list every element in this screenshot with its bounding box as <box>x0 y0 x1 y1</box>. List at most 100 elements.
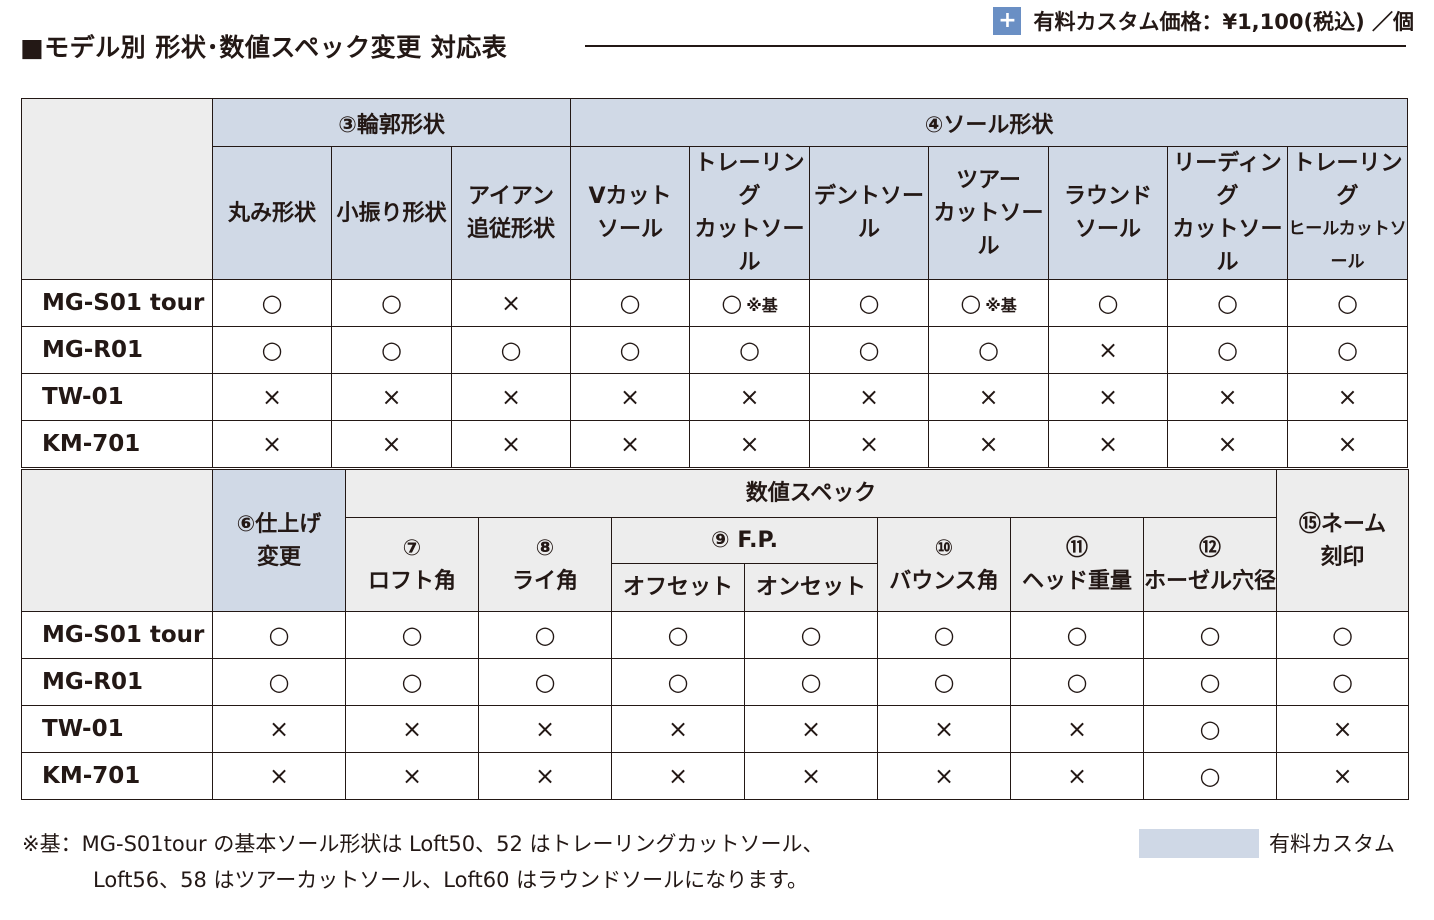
support-mark: × <box>1276 752 1409 800</box>
support-mark: × <box>1097 336 1119 364</box>
support-mark: × <box>478 752 612 800</box>
col-bounce-label: バウンス角 <box>889 568 999 594</box>
support-mark: × <box>744 705 878 753</box>
table1-col-header: トレーリング ヒールカットソール <box>1287 146 1409 280</box>
col-lie: ⑧ ライ角 <box>478 517 612 612</box>
paid-custom-price: + 有料カスタム価格：¥1,100(税込) ／個 <box>993 6 1414 36</box>
support-mark: ○ <box>1276 658 1409 706</box>
table1-col-header-line: カットソール <box>694 217 805 275</box>
support-mark: × <box>739 383 760 411</box>
support-mark: ○ <box>960 289 982 317</box>
col-finish-line1: ⑥仕上げ <box>236 511 322 537</box>
support-cell: ○ <box>1287 326 1409 374</box>
support-cell: ○ <box>570 326 691 374</box>
table-row: MG-S01 tour ○ ○ ○ ○ ○ ○ ○ ○ ○ <box>21 611 1409 659</box>
table1-col-header-line: 丸み形状 <box>227 200 316 226</box>
support-mark: ○ <box>1143 705 1277 753</box>
support-cell: × <box>450 373 572 421</box>
note-mark: ※基 <box>985 296 1017 315</box>
support-mark: ○ <box>1337 289 1358 317</box>
col-loft: ⑦ ロフト角 <box>345 517 479 612</box>
model-name: TW-01 <box>21 373 213 421</box>
support-cell: ○ <box>809 326 930 374</box>
support-cell: × <box>1287 420 1409 468</box>
table1-col-header-line: デントソール <box>814 184 925 242</box>
support-cell: × <box>331 420 452 468</box>
model-name: TW-01 <box>21 705 213 753</box>
support-cell: × <box>570 420 691 468</box>
support-mark: × <box>619 430 641 458</box>
support-cell: ○ <box>331 326 452 374</box>
col-loft-num: ⑦ <box>402 535 422 561</box>
support-mark: ○ <box>261 336 283 364</box>
support-mark: ○ <box>611 611 745 659</box>
table1-col-header: Vカット ソール <box>570 146 691 280</box>
group-numeric-spec: 数値スペック <box>345 469 1277 518</box>
model-name: MG-R01 <box>21 326 213 374</box>
support-mark: × <box>744 752 878 800</box>
shape-spec-table: ③輪郭形状 ④ソール形状 丸み形状 小振り形状 アイアン 追従形状 Vカット ソール トレー… <box>21 98 1409 468</box>
table1-col-header: アイアン 追従形状 <box>450 146 572 280</box>
support-mark: × <box>1217 430 1238 458</box>
support-mark: × <box>1337 430 1358 458</box>
support-mark: × <box>739 430 760 458</box>
support-mark: × <box>261 383 283 411</box>
col-lie-label: ライ角 <box>511 568 578 594</box>
support-cell: × <box>1167 420 1289 468</box>
support-mark: × <box>877 705 1011 753</box>
col-bounce-num: ⑩ <box>934 535 954 561</box>
support-mark: × <box>611 705 745 753</box>
table1-col-header-line: ヒールカットソール <box>1288 219 1407 272</box>
note-mark: ※基 <box>746 296 778 315</box>
support-mark: × <box>381 430 402 458</box>
support-cell: ○ <box>212 279 332 327</box>
support-cell: × <box>1048 420 1169 468</box>
support-cell: × <box>212 373 332 421</box>
support-mark: ○ <box>1217 336 1238 364</box>
support-mark: ○ <box>611 658 745 706</box>
plus-icon: + <box>993 7 1022 35</box>
group-sole-shape: ④ソール形状 <box>570 98 1409 147</box>
table1-col-header-line: ソール <box>1075 217 1142 242</box>
finish-spec-table: ⑥仕上げ 変更 数値スペック ⑮ネーム 刻印 ⑦ ロフト角 ⑧ ライ角 ⑨ F.… <box>21 469 1409 800</box>
support-cell: × <box>928 420 1050 468</box>
table1-col-header-line: ソール <box>597 217 664 242</box>
support-cell: ○ <box>928 326 1050 374</box>
support-cell: ○ <box>1048 279 1169 327</box>
support-mark: ○ <box>212 658 346 706</box>
table1-col-header-line: カットソール <box>933 200 1044 259</box>
col-fp: ⑨ F.P. <box>611 517 878 564</box>
support-mark: ○ <box>345 658 479 706</box>
support-cell: × <box>450 420 572 468</box>
support-mark: × <box>1010 705 1144 753</box>
support-mark: × <box>1276 705 1409 753</box>
table1-col-header-line: アイアン <box>467 184 555 209</box>
footnote-line1: ※基：MG-S01tour の基本ソール形状は Loft50、52 はトレーリン… <box>22 832 824 856</box>
table1-col-header: デントソール <box>809 146 930 280</box>
table1-col-header-line: ツアー <box>956 167 1021 193</box>
support-cell: × <box>212 420 332 468</box>
support-mark: × <box>978 383 999 411</box>
support-mark: × <box>345 752 479 800</box>
table-row: MG-R01 ○ ○ ○ ○ ○ ○ ○ × ○ ○ <box>21 326 1409 374</box>
col-engrave-line2: 刻印 <box>1320 544 1365 570</box>
support-mark: × <box>619 383 641 411</box>
table-row: MG-S01 tour ○ ○ × ○ ○ ※基 ○ ○ ※基 ○ ○ ○ <box>21 279 1409 327</box>
col-finish-line2: 変更 <box>256 544 301 570</box>
support-cell: × <box>1287 373 1409 421</box>
support-cell: × <box>1048 326 1169 374</box>
support-mark: ○ <box>744 611 878 659</box>
col-hosel-num: ⑫ <box>1198 535 1221 561</box>
support-mark: ○ <box>877 658 1011 706</box>
support-mark: ○ <box>877 611 1011 659</box>
model-name: MG-S01 tour <box>21 611 213 659</box>
support-mark: ○ <box>500 336 522 364</box>
support-mark: ○ <box>619 336 641 364</box>
support-mark: ○ <box>1276 611 1409 659</box>
support-mark: ○ <box>345 611 479 659</box>
support-mark: ○ <box>261 289 283 317</box>
support-cell: × <box>689 420 811 468</box>
support-cell: ○ ※基 <box>689 279 811 327</box>
support-mark: ○ <box>478 658 612 706</box>
support-mark: × <box>1097 430 1119 458</box>
